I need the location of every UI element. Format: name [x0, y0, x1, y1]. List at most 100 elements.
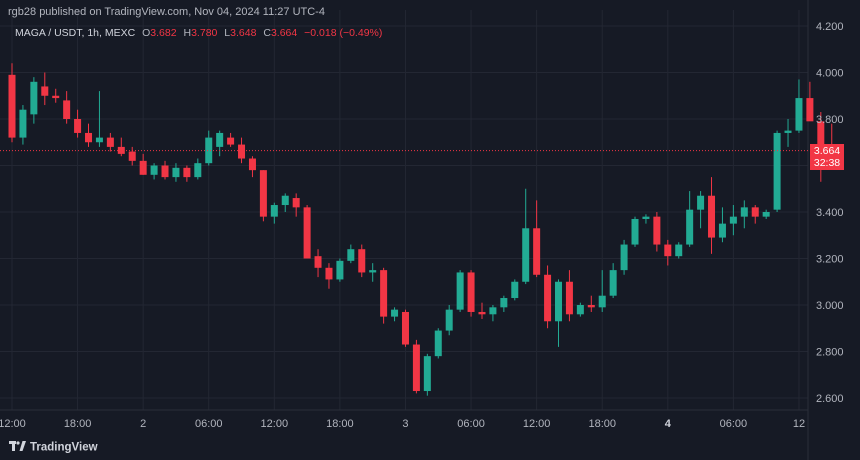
bar-countdown: 32:38	[813, 156, 841, 169]
candle-body-31	[347, 249, 355, 261]
candle-body-10	[117, 146, 125, 154]
x-tick-label-7: 06:00	[457, 418, 485, 430]
candle-body-67	[740, 207, 748, 217]
candle-body-69	[762, 212, 770, 217]
tradingview-logo-icon	[9, 441, 26, 454]
candle-body-26	[292, 198, 300, 208]
x-tick-label-0: 12:00	[0, 418, 26, 430]
low-label: L	[224, 27, 231, 39]
candle-body-70	[773, 132, 781, 210]
candle-body-9	[106, 137, 114, 147]
candle-body-65	[718, 223, 726, 238]
candle-body-14	[161, 165, 169, 178]
candle-body-59	[653, 216, 661, 245]
candle-body-7	[85, 132, 93, 143]
time-axis[interactable]: 12:00 18:00 2 06:00 12:00 18:00 3 06:00 12:00 18:…	[0, 418, 805, 430]
candle-body-15	[172, 167, 180, 178]
candle-body-25	[281, 195, 289, 206]
x-tick-label-1: 18:00	[64, 418, 92, 430]
y-tick-label-7: 4.000	[816, 68, 844, 80]
candle-body-34	[380, 270, 388, 317]
last-price-value: 3.664	[813, 144, 841, 157]
candle-body-11	[128, 151, 136, 161]
candle-body-37	[412, 344, 420, 392]
candle-body-63	[697, 195, 705, 210]
candle-body-45	[500, 298, 508, 308]
candle-body-35	[391, 309, 399, 317]
candle-body-52	[576, 305, 584, 315]
y-tick-label-6: 3.800	[816, 114, 844, 126]
candle-body-41	[456, 272, 464, 310]
candle-body-57	[631, 218, 639, 245]
symbol-title: MAGA / USDT, 1h, MEXC	[15, 27, 136, 39]
publisher-note: rgb28 published on TradingView.com, Nov …	[8, 6, 325, 18]
y-tick-label-1: 2.800	[816, 347, 844, 359]
candle-body-4	[52, 95, 60, 99]
candle-body-2	[30, 81, 38, 115]
candle-body-33	[369, 270, 377, 273]
candle-body-61	[675, 244, 683, 257]
last-price-badge: 3.664 32:38	[810, 143, 844, 170]
candle-body-12	[139, 160, 147, 175]
x-tick-label-2: 2	[140, 418, 146, 430]
candle-body-17	[194, 163, 202, 178]
candle-body-22	[248, 158, 256, 171]
candles	[8, 63, 836, 396]
high-label: H	[183, 27, 192, 39]
candle-body-48	[533, 228, 541, 275]
candle-body-32	[358, 249, 366, 273]
candle-body-40	[445, 309, 453, 331]
candle-body-30	[336, 260, 344, 280]
x-tick-label-12: 12	[793, 418, 805, 430]
candle-body-51	[565, 281, 573, 315]
symbol-legend: MAGA / USDT, 1h, MEXC O3.682 H3.780 L3.6…	[15, 27, 382, 39]
candle-body-39	[434, 330, 442, 357]
candle-body-49	[544, 274, 552, 322]
x-tick-label-9: 18:00	[588, 418, 616, 430]
candle-body-6	[74, 119, 82, 133]
candle-body-64	[708, 195, 716, 238]
y-tick-label-4: 3.400	[816, 207, 844, 219]
candle-body-72	[795, 98, 803, 131]
candle-body-44	[489, 307, 497, 315]
candle-body-0	[8, 74, 16, 138]
x-tick-label-4: 12:00	[261, 418, 289, 430]
candle-body-47	[522, 228, 530, 282]
candle-body-5	[63, 100, 71, 119]
candle-body-43	[478, 311, 486, 315]
x-tick-label-10: 4	[665, 418, 672, 430]
candle-body-36	[401, 311, 409, 345]
close-value: 3.664	[270, 27, 298, 39]
candle-body-50	[555, 281, 562, 322]
x-tick-label-8: 12:00	[523, 418, 551, 430]
y-tick-label-8: 4.200	[816, 21, 844, 33]
candle-body-13	[150, 165, 158, 175]
candle-body-71	[784, 130, 792, 133]
candle-body-1	[19, 109, 27, 138]
y-tick-label-0: 2.600	[816, 393, 844, 405]
candle-body-29	[325, 267, 333, 280]
change-value: −0.018 (−0.49%)	[304, 27, 383, 39]
price-axis[interactable]: 2.6002.8003.0003.2003.4003.6003.8004.000…	[816, 21, 844, 405]
x-tick-label-3: 06:00	[195, 418, 223, 430]
brand-text: TradingView	[30, 441, 98, 454]
candle-body-74	[817, 121, 825, 150]
candle-body-60	[664, 244, 672, 257]
candle-body-27	[303, 207, 311, 259]
candle-body-62	[686, 209, 694, 245]
candle-body-21	[238, 144, 246, 159]
candle-body-54	[598, 295, 606, 308]
candle-body-19	[216, 132, 224, 147]
candle-body-53	[587, 305, 595, 308]
candle-body-66	[729, 216, 737, 224]
low-value: 3.648	[230, 27, 257, 39]
candle-body-55	[609, 270, 617, 296]
candle-body-56	[620, 244, 628, 271]
high-value: 3.780	[191, 27, 218, 39]
candle-body-3	[41, 86, 49, 96]
x-tick-label-11: 06:00	[720, 418, 748, 430]
candle-body-46	[511, 281, 519, 299]
candle-body-68	[751, 207, 759, 217]
brand[interactable]: TradingView	[9, 441, 98, 454]
